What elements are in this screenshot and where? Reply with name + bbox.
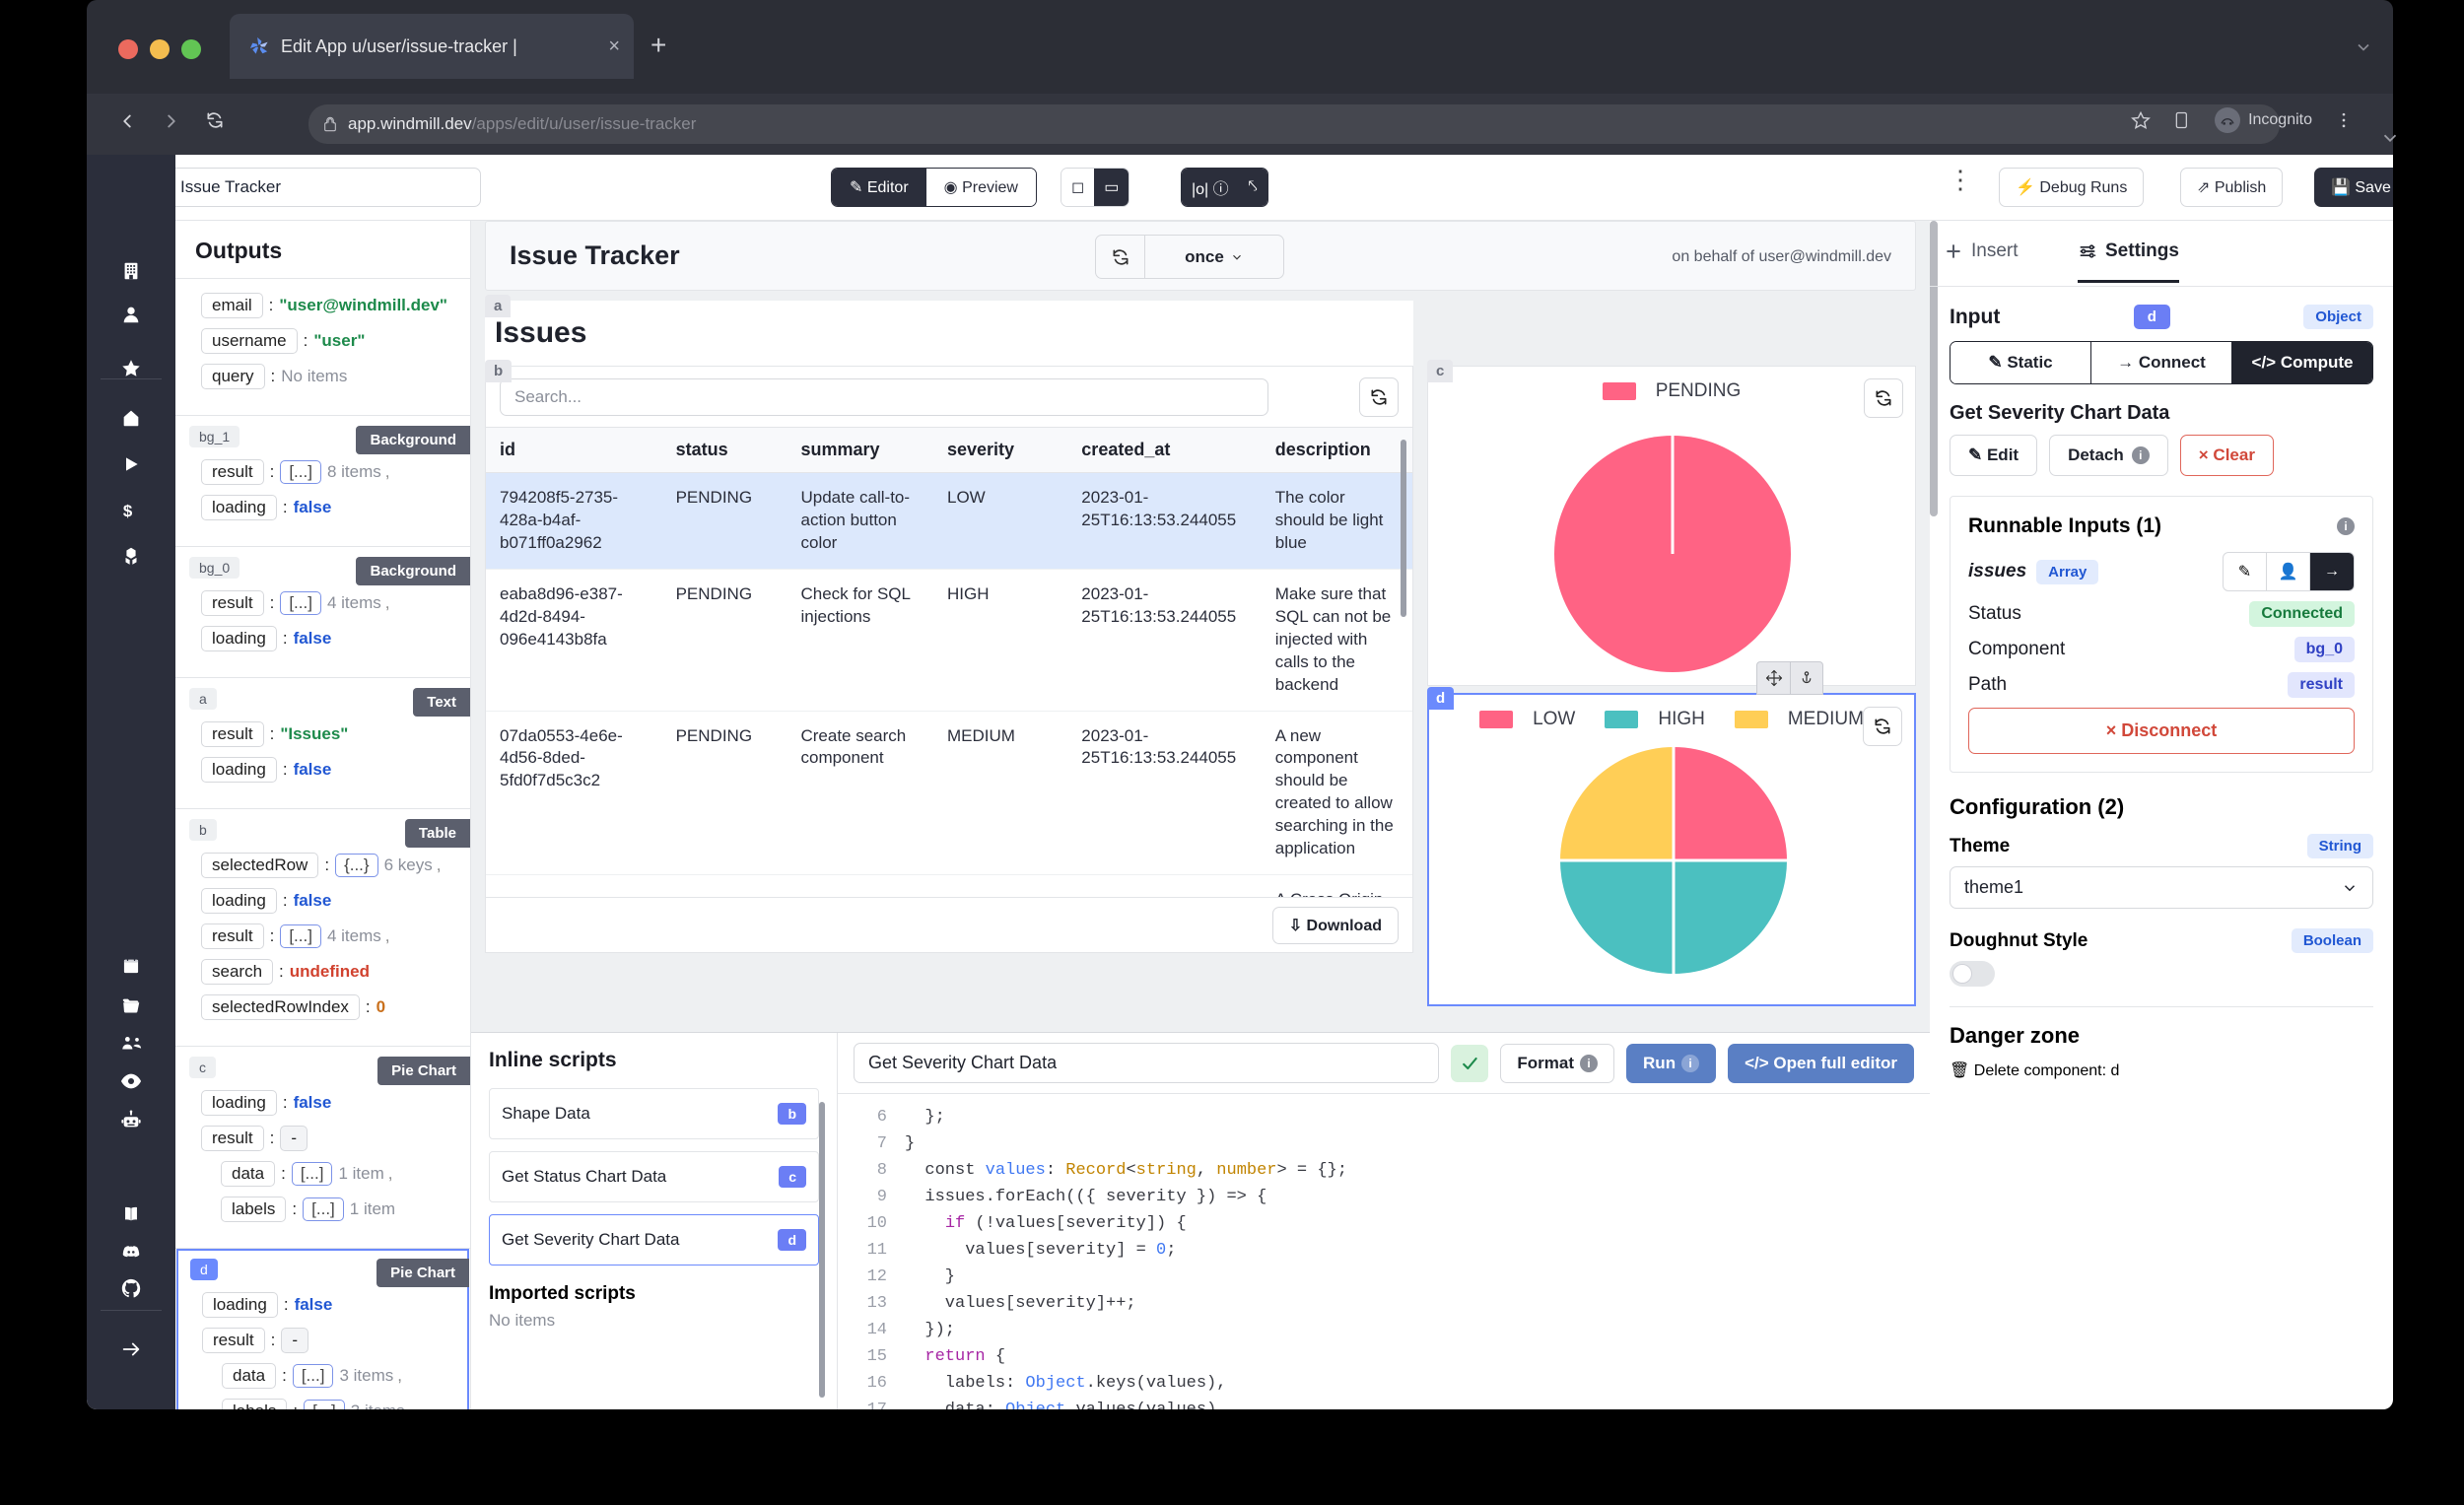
svg-text:$: $ (123, 502, 133, 520)
